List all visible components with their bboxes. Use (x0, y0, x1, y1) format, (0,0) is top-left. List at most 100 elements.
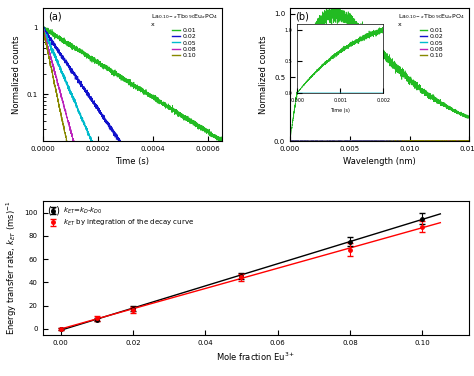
0.05 (287, 139, 293, 143)
0.05 (205, 226, 210, 230)
0.08 (115, 226, 121, 230)
0.01 (115, 73, 121, 77)
0.08 (418, 139, 423, 143)
0.10 (363, 139, 368, 143)
0.08 (364, 139, 370, 143)
0.05 (363, 139, 368, 143)
0.10 (364, 139, 370, 143)
0.01 (219, 141, 225, 146)
Line: 0.05: 0.05 (43, 27, 222, 228)
0.01 (373, 42, 378, 47)
0.01 (364, 35, 370, 39)
0.08 (466, 139, 472, 143)
0.01 (170, 108, 176, 112)
0.02 (40, 26, 46, 31)
0.08 (461, 139, 466, 143)
0.01 (287, 139, 293, 143)
0.08 (125, 226, 131, 230)
0.08 (94, 226, 100, 230)
0.10 (115, 226, 121, 230)
0.01 (466, 115, 472, 119)
Text: (a): (a) (48, 12, 62, 21)
0.10 (219, 226, 225, 230)
0.05 (214, 226, 219, 230)
0.01 (40, 25, 46, 29)
0.02 (373, 139, 378, 143)
Y-axis label: Normalized counts: Normalized counts (259, 35, 268, 114)
Line: 0.01: 0.01 (290, 8, 469, 141)
0.08 (363, 139, 368, 143)
0.02 (418, 138, 423, 143)
Text: (b): (b) (295, 12, 309, 21)
0.02 (170, 218, 176, 223)
0.02 (175, 226, 181, 230)
0.01 (418, 83, 423, 88)
0.05 (40, 26, 46, 30)
0.01 (363, 35, 368, 39)
0.05 (452, 139, 458, 143)
0.01 (40, 24, 46, 28)
Line: 0.01: 0.01 (43, 26, 222, 143)
Line: 0.08: 0.08 (43, 26, 222, 228)
0.05 (115, 201, 121, 206)
0.02 (219, 226, 225, 230)
0.05 (125, 222, 131, 226)
0.10 (40, 24, 46, 29)
0.02 (125, 154, 131, 158)
0.02 (361, 138, 367, 143)
Y-axis label: Normalized counts: Normalized counts (12, 35, 21, 114)
0.10 (461, 139, 467, 143)
0.08 (287, 139, 293, 143)
0.10 (117, 226, 122, 230)
0.10 (373, 139, 378, 143)
Line: 0.10: 0.10 (43, 27, 222, 228)
0.08 (219, 226, 225, 230)
Y-axis label: Energy transfer rate, $k_{ET}$ (ms)$^{-1}$: Energy transfer rate, $k_{ET}$ (ms)$^{-1… (4, 201, 19, 335)
0.05 (40, 24, 46, 29)
0.02 (287, 139, 293, 143)
0.02 (214, 226, 219, 230)
0.10 (125, 226, 131, 230)
0.05 (170, 226, 176, 230)
0.02 (363, 139, 368, 143)
0.08 (205, 226, 210, 230)
0.08 (465, 138, 471, 143)
0.02 (452, 138, 458, 143)
0.01 (205, 128, 210, 132)
0.02 (41, 24, 46, 29)
0.10 (466, 139, 472, 143)
Line: 0.02: 0.02 (43, 27, 222, 228)
Legend: 0.01, 0.02, 0.05, 0.08, 0.10: 0.01, 0.02, 0.05, 0.08, 0.10 (397, 11, 466, 59)
Legend: $k_{ET}$=$k_D$-$k_{D0}$, $k_{ET}$ by integration of the decay curve: $k_{ET}$=$k_D$-$k_{D0}$, $k_{ET}$ by int… (46, 205, 196, 229)
0.10 (452, 139, 458, 143)
Legend: 0.01, 0.02, 0.05, 0.08, 0.10: 0.01, 0.02, 0.05, 0.08, 0.10 (149, 11, 219, 59)
0.10 (214, 226, 219, 230)
0.02 (205, 226, 210, 230)
0.05 (219, 226, 225, 230)
0.10 (205, 226, 210, 230)
0.05 (461, 138, 467, 143)
0.10 (459, 138, 465, 143)
0.01 (452, 110, 458, 115)
0.08 (452, 139, 458, 143)
0.02 (466, 139, 472, 143)
0.02 (364, 139, 370, 143)
0.08 (214, 226, 219, 230)
0.01 (117, 73, 122, 77)
0.02 (117, 138, 122, 143)
0.05 (117, 203, 122, 208)
0.02 (461, 139, 466, 143)
0.08 (40, 24, 46, 29)
0.05 (466, 139, 472, 143)
0.08 (373, 139, 378, 143)
0.10 (287, 139, 293, 143)
X-axis label: Wavelength (nm): Wavelength (nm) (343, 158, 416, 167)
0.01 (331, 5, 337, 10)
X-axis label: Mole fraction Eu$^{3+}$: Mole fraction Eu$^{3+}$ (216, 351, 296, 364)
0.01 (125, 79, 131, 84)
0.10 (82, 226, 88, 230)
0.08 (117, 226, 122, 230)
0.10 (418, 139, 423, 143)
0.01 (461, 113, 466, 117)
0.05 (364, 139, 370, 143)
